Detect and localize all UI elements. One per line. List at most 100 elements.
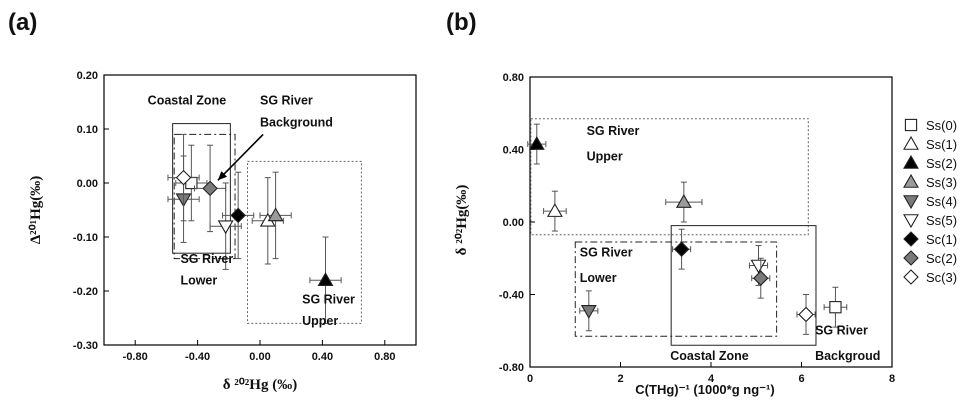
x-axis-title-b: C(THg)⁻¹ (1000*g ng⁻¹) — [635, 382, 774, 397]
y-axis-title-a: Δ²⁰¹Hg(‰) — [28, 176, 44, 245]
marker-triangle-down — [580, 305, 597, 319]
legend: Ss(0) Ss(1) Ss(2) Ss(3) Ss(4) Ss(5) Sc(1) Sc(2)… — [903, 118, 957, 285]
annotation-label: Backgroud — [815, 349, 880, 363]
marker-diamond — [752, 270, 769, 286]
region-box-dotted — [247, 160, 362, 324]
data-point-Ss(4) — [579, 290, 599, 332]
panel-a-label: (a) — [8, 9, 37, 36]
y-tick-label: 0.40 — [503, 145, 524, 157]
data-point-Sc(1) — [672, 228, 692, 270]
x-tick-label: -0.40 — [185, 351, 210, 363]
y-tick-label: 0.00 — [77, 178, 98, 190]
y-tick-label: -0.10 — [73, 232, 98, 244]
marker-triangle-up — [267, 207, 284, 222]
marker-square — [829, 301, 842, 314]
annotation-arrow-line — [217, 133, 264, 181]
y-tick-label: 0.20 — [77, 70, 98, 82]
marker-triangle-down — [750, 259, 767, 274]
marker-triangle-up — [317, 272, 334, 287]
y-tick-label: -0.80 — [499, 362, 524, 374]
annotations-b: SG River Upper SG River Lower Coastal Zone SG… — [580, 124, 881, 363]
legend-label: Ss(5) — [926, 213, 957, 228]
y-tick-label: -0.40 — [499, 290, 524, 302]
annotation-label: Coastal Zone — [148, 94, 227, 108]
legend-label: Ss(2) — [926, 156, 957, 171]
legend-item: Ss(4) — [903, 194, 957, 210]
regions-b — [530, 118, 817, 346]
region-box-solid — [172, 123, 231, 254]
x-tick-label: 0.00 — [249, 351, 270, 363]
legend-item: Ss(5) — [903, 213, 957, 229]
legend-marker-triangle-up — [903, 154, 919, 169]
points-b — [527, 123, 848, 335]
legend-item: Sc(2) — [903, 250, 957, 266]
annotation-label: SG River — [180, 252, 233, 266]
annotation-label: Coastal Zone — [670, 349, 749, 363]
x-tick-label: 2 — [617, 373, 623, 385]
legend-marker-triangle-up — [903, 173, 919, 188]
annotation-label: Upper — [302, 314, 338, 328]
legend-label: Sc(2) — [926, 251, 957, 266]
x-tick-label: 4 — [708, 373, 715, 385]
legend-item: Ss(0) — [904, 118, 957, 133]
data-point-Sc(2) — [751, 257, 771, 299]
panel-b-label: (b) — [446, 9, 477, 36]
regions-a — [172, 123, 362, 324]
marker-triangle-down — [217, 220, 234, 235]
axis-ticks-a: -0.80 -0.40 0.00 0.40 0.80 0.20 0.10 0.00 -0.10 -… — [73, 70, 396, 363]
data-point-Ss(3) — [259, 171, 292, 260]
legend-label: Ss(0) — [926, 118, 957, 133]
points-a — [167, 133, 342, 324]
legend-item: Sc(1) — [903, 231, 957, 247]
x-tick-label: 0 — [527, 373, 533, 385]
legend-item: Ss(1) — [903, 135, 957, 152]
annotation-label: Lower — [180, 274, 217, 288]
annotation-label: Background — [260, 115, 333, 129]
data-point-Sc(1) — [222, 171, 255, 260]
marker-diamond — [673, 241, 690, 257]
legend-label: Sc(3) — [926, 270, 957, 285]
legend-marker-diamond — [903, 269, 919, 285]
y-tick-label: 0.10 — [77, 124, 98, 136]
marker-diamond — [798, 306, 814, 323]
legend-marker-square — [904, 118, 918, 132]
x-axis-title-a: δ ²⁰²Hg (‰) — [223, 377, 297, 393]
x-tick-label: 0.80 — [374, 351, 395, 363]
annotation-label: SG River — [302, 292, 355, 306]
y-tick-label: -0.20 — [73, 286, 98, 298]
marker-triangle-up — [546, 203, 563, 217]
region-box-dotted — [530, 118, 809, 236]
y-axis-title-b: δ ²⁰²Hg(‰) — [454, 185, 470, 256]
annotation-arrow-head — [217, 171, 228, 181]
legend-item: Ss(3) — [903, 173, 957, 190]
annotation-label: Upper — [587, 149, 623, 163]
x-tick-label: 8 — [889, 373, 895, 385]
y-tick-label: 0.80 — [503, 72, 524, 84]
annotation-label: SG River — [580, 245, 633, 259]
legend-label: Ss(4) — [926, 194, 957, 209]
region-box-dashdot — [173, 133, 236, 260]
marker-diamond — [202, 180, 218, 197]
data-point-Ss(2) — [527, 123, 547, 165]
marker-diamond — [230, 207, 246, 224]
annotation-label: SG River — [260, 94, 313, 108]
data-point-Ss(1) — [543, 190, 567, 232]
y-tick-label: -0.30 — [73, 340, 98, 352]
annotations-a: Coastal Zone SG River Background SG River Lo… — [148, 94, 355, 328]
legend-label: Ss(1) — [926, 137, 957, 152]
data-point-Ss(0) — [175, 144, 208, 222]
marker-diamond — [175, 169, 192, 186]
data-point-Ss(2) — [309, 236, 342, 324]
region-box-dashdot — [574, 241, 778, 337]
legend-marker-triangle-down — [903, 214, 919, 229]
legend-marker-triangle-down — [903, 195, 919, 210]
panel-a: (a) -0.80 -0.40 0.00 0.40 0.800.200.100.00-0… — [8, 9, 417, 393]
legend-marker-triangle-up — [903, 135, 919, 150]
data-point-Ss(0) — [823, 286, 848, 328]
y-tick-label: 0.00 — [503, 217, 524, 229]
data-point-Ss(3) — [665, 181, 703, 223]
annotation-label: SG River — [587, 124, 640, 138]
legend-marker-diamond — [903, 231, 919, 247]
legend-label: Sc(1) — [926, 232, 957, 247]
